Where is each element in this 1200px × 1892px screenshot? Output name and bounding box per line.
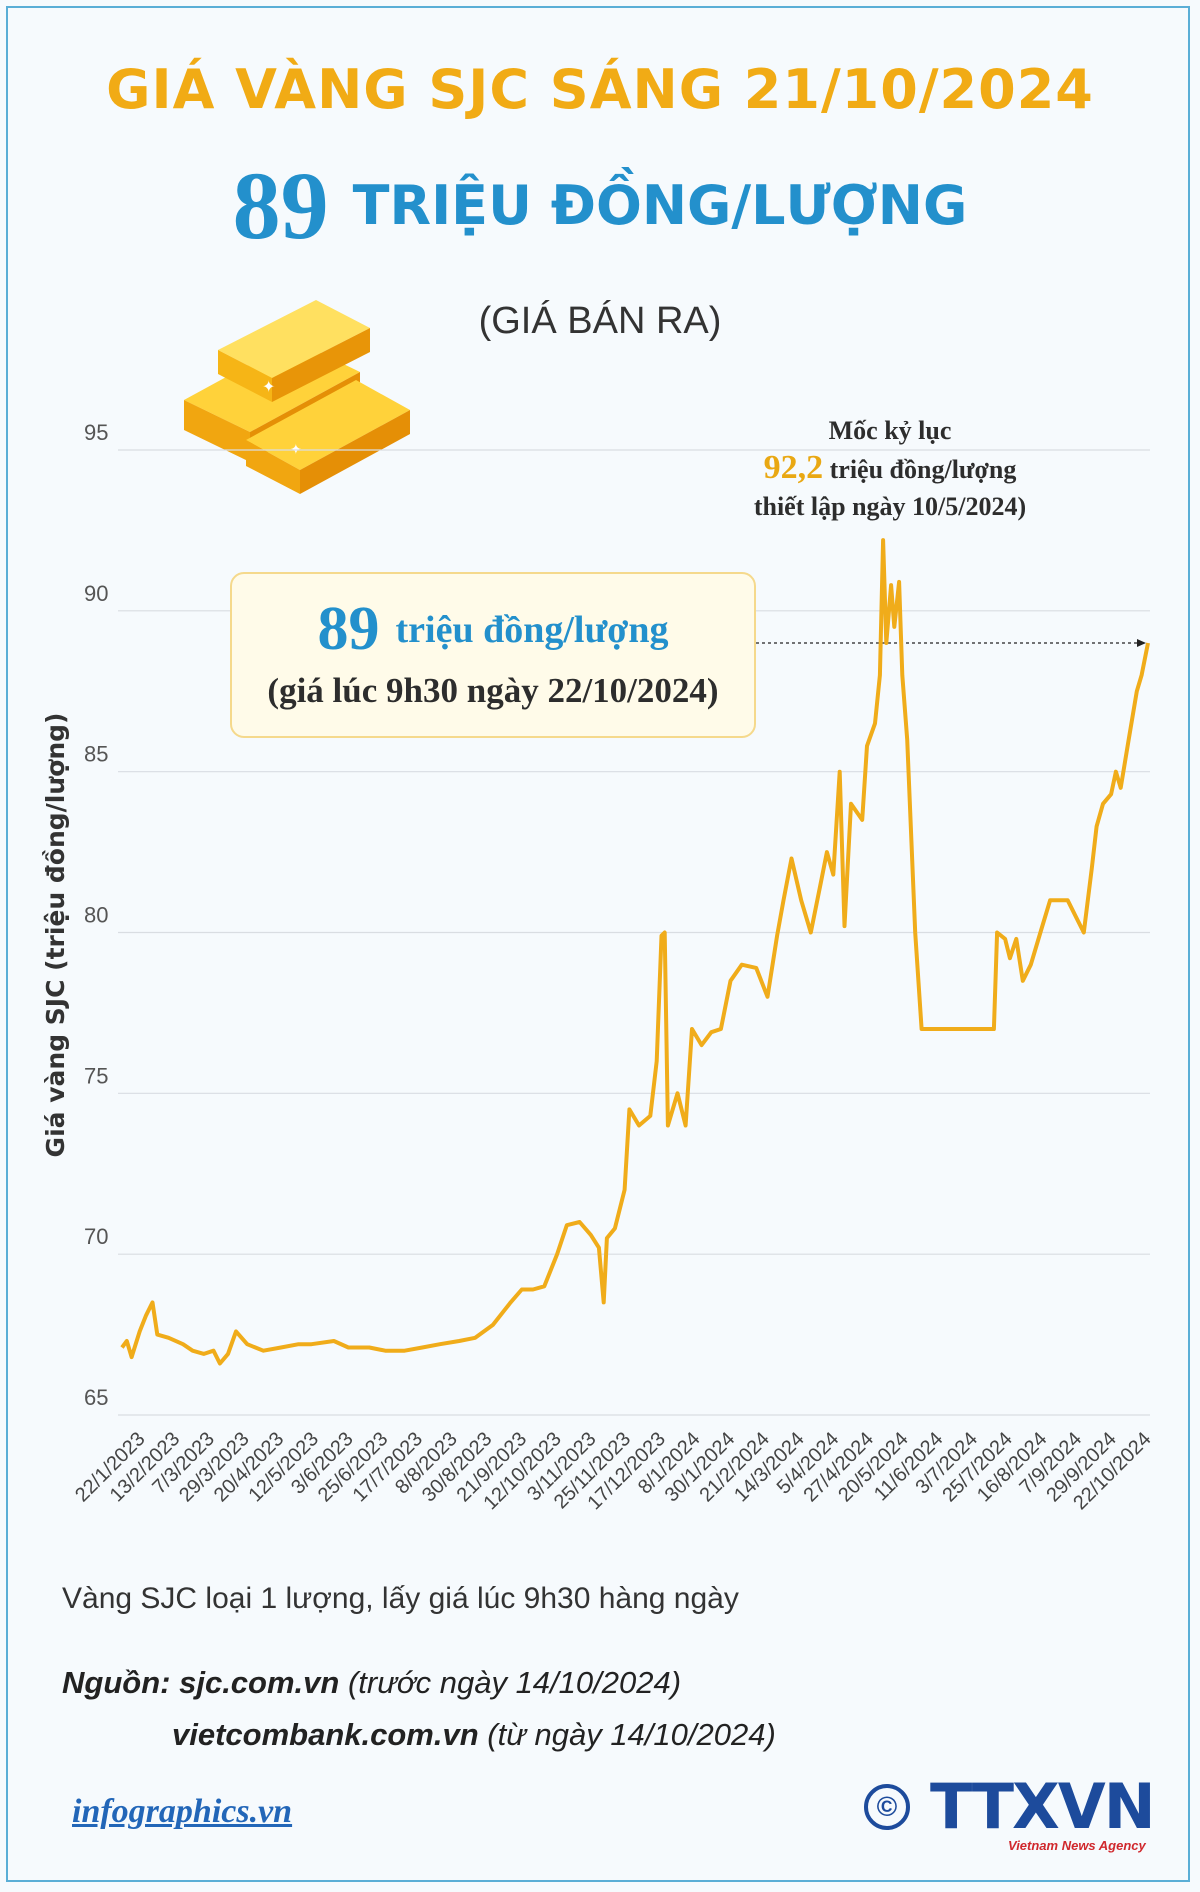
source-line-1: Nguồn: sjc.com.vn (trước ngày 14/10/2024… <box>62 1665 681 1701</box>
record-annotation-value: 92,2 <box>763 449 824 486</box>
record-annotation-unit: triệu đồng/lượng <box>829 455 1017 484</box>
gold-bars-icon: ✦ ✦ <box>184 300 410 494</box>
y-tick-label: 75 <box>84 1063 108 1088</box>
series-line-sjc-gold-price <box>120 538 1150 1366</box>
record-annotation-date: thiết lập ngày 10/5/2024) <box>753 492 1027 521</box>
source-2-note: (từ ngày 14/10/2024) <box>487 1717 776 1752</box>
y-tick-label: 70 <box>84 1224 108 1249</box>
svg-text:✦: ✦ <box>262 377 275 396</box>
reference-arrowhead <box>1137 639 1146 647</box>
source-label: Nguồn: <box>62 1665 171 1700</box>
page-subtitle: (GIÁ BÁN RA) <box>478 300 722 342</box>
x-axis-ticks: 22/1/202313/2/20237/3/202329/3/202320/4/… <box>71 1428 1155 1514</box>
page-frame <box>6 6 1190 1882</box>
record-annotation: Mốc kỷ lục 92,2 triệu đồng/lượng thiết l… <box>700 412 1080 525</box>
headline-price-unit: TRIỆU ĐỒNG/LƯỢNG <box>352 174 968 237</box>
headline-price-value: 89 <box>232 152 329 259</box>
callout-value: 89 <box>317 595 380 663</box>
source-line-2: vietcombank.com.vn (từ ngày 14/10/2024) <box>172 1717 776 1753</box>
callout-subtext: (giá lúc 9h30 ngày 22/10/2024) <box>267 671 719 710</box>
callout-unit: triệu đồng/lượng <box>395 608 669 651</box>
y-tick-label: 95 <box>84 420 108 445</box>
infographics-link[interactable]: infographics.vn <box>72 1793 293 1830</box>
ttxvn-logo: TTXVN <box>930 1770 1156 1843</box>
y-tick-label: 90 <box>84 581 108 606</box>
current-price-callout: 89 triệu đồng/lượng (giá lúc 9h30 ngày 22… <box>230 572 756 738</box>
y-axis-label: Giá vàng SJC (triệu đồng/lượng) <box>41 713 70 1158</box>
y-tick-label: 80 <box>84 903 108 928</box>
record-annotation-title: Mốc kỷ lục <box>828 416 952 445</box>
footer-note: Vàng SJC loại 1 lượng, lấy giá lúc 9h30 … <box>62 1582 739 1615</box>
ttxvn-logo-subtitle: Vietnam News Agency <box>1008 1838 1146 1853</box>
y-tick-label: 65 <box>84 1385 108 1410</box>
source-2-site: vietcombank.com.vn <box>172 1717 479 1752</box>
source-1-note: (trước ngày 14/10/2024) <box>347 1665 682 1700</box>
y-tick-label: 85 <box>84 742 108 767</box>
headline-price: 89 TRIỆU ĐỒNG/LƯỢNG <box>0 150 1200 261</box>
page-title: GIÁ VÀNG SJC SÁNG 21/10/2024 <box>106 58 1094 121</box>
source-1-site: sjc.com.vn <box>179 1665 340 1700</box>
copyright-icon: © <box>864 1784 910 1830</box>
y-axis-ticks: 65 70 75 80 85 90 95 <box>84 420 108 1410</box>
gold-price-line-chart: ✦ ✦ 65 70 75 80 85 90 95 22/1/202313/2/20237/3… <box>41 300 1156 1514</box>
